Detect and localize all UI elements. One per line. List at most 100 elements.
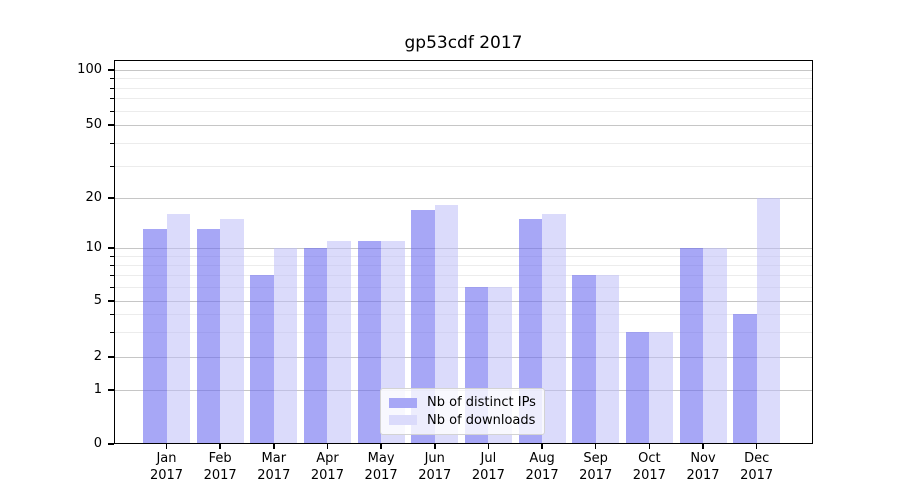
x-tick-month: Jul bbox=[480, 451, 497, 466]
legend-label: Nb of distinct IPs bbox=[427, 395, 536, 411]
major-gridline bbox=[114, 125, 813, 126]
x-tick bbox=[702, 444, 704, 449]
x-tick bbox=[755, 444, 758, 449]
x-tick-year: 2017 bbox=[632, 468, 666, 483]
minor-gridline bbox=[114, 265, 813, 267]
y-minor-tick bbox=[110, 142, 114, 144]
bar-downloads-mar bbox=[273, 248, 298, 444]
legend-item: Nb of downloads bbox=[389, 412, 536, 429]
x-tick-year: 2017 bbox=[740, 468, 774, 483]
bar-distinct-ips-jan bbox=[143, 229, 167, 444]
x-tick-month: May bbox=[367, 451, 395, 466]
legend-item: Nb of distinct IPs bbox=[389, 394, 536, 411]
x-tick bbox=[326, 444, 329, 449]
x-tick-year: 2017 bbox=[686, 468, 720, 483]
bar-downloads-jun bbox=[434, 205, 459, 444]
y-minor-tick bbox=[110, 110, 114, 112]
x-tick bbox=[165, 444, 168, 449]
bar-distinct-ips-dec bbox=[733, 314, 757, 444]
x-tick-year: 2017 bbox=[525, 468, 559, 483]
bar-downloads-apr bbox=[327, 241, 351, 444]
x-tick-label: Sep 2017 bbox=[564, 450, 628, 484]
x-tick bbox=[487, 444, 490, 449]
x-tick-month: Nov bbox=[690, 451, 716, 466]
x-tick-year: 2017 bbox=[149, 468, 184, 483]
y-minor-tick bbox=[110, 98, 114, 100]
y-minor-tick bbox=[110, 275, 114, 277]
minor-gridline bbox=[114, 256, 813, 258]
bar-distinct-ips-feb bbox=[196, 229, 221, 444]
minor-gridline bbox=[114, 87, 813, 89]
y-minor-tick bbox=[110, 78, 114, 80]
bar-downloads-aug bbox=[542, 213, 566, 444]
x-tick-month: Mar bbox=[261, 451, 287, 466]
bar-distinct-ips-may bbox=[357, 241, 382, 444]
x-tick-month: Apr bbox=[316, 451, 339, 466]
bar-distinct-ips-aug bbox=[518, 218, 543, 444]
y-tick bbox=[108, 443, 114, 445]
major-gridline bbox=[114, 248, 813, 250]
bar-downloads-oct bbox=[649, 331, 673, 444]
chart-title: gp53cdf 2017 bbox=[404, 33, 523, 53]
x-tick-year: 2017 bbox=[364, 468, 398, 483]
x-tick bbox=[434, 444, 436, 449]
x-tick-label: Dec 2017 bbox=[725, 450, 789, 484]
x-tick bbox=[594, 444, 597, 449]
y-tick-label: 2 bbox=[93, 348, 102, 364]
x-tick bbox=[648, 444, 651, 449]
y-tick-label: 10 bbox=[85, 240, 102, 256]
minor-gridline bbox=[114, 142, 813, 144]
x-tick-label: Apr 2017 bbox=[295, 450, 359, 484]
x-tick bbox=[541, 444, 543, 449]
minor-gridline bbox=[114, 165, 813, 167]
x-tick-label: Feb 2017 bbox=[188, 450, 252, 484]
y-tick-label: 50 bbox=[85, 117, 102, 132]
x-tick-month: Feb bbox=[208, 451, 232, 466]
x-tick bbox=[219, 444, 221, 449]
bar-distinct-ips-mar bbox=[250, 275, 274, 444]
bar-downloads-jan bbox=[166, 213, 190, 444]
plot-area bbox=[114, 60, 813, 444]
x-tick-label: Oct 2017 bbox=[617, 450, 681, 484]
x-tick-year: 2017 bbox=[471, 468, 505, 483]
bar-distinct-ips-apr bbox=[303, 248, 328, 444]
bar-distinct-ips-jun bbox=[411, 209, 435, 444]
bar-downloads-feb bbox=[220, 218, 244, 444]
x-tick-label: Jan 2017 bbox=[135, 450, 199, 484]
x-tick-year: 2017 bbox=[203, 468, 237, 483]
y-tick bbox=[108, 389, 114, 391]
minor-gridline bbox=[114, 331, 813, 333]
y-tick bbox=[108, 196, 114, 199]
bar-distinct-ips-nov bbox=[679, 248, 703, 444]
y-tick-label: 5 bbox=[93, 292, 102, 308]
y-minor-tick bbox=[110, 165, 114, 167]
major-gridline bbox=[114, 197, 813, 199]
y-minor-tick bbox=[110, 265, 114, 267]
x-tick-month: Aug bbox=[529, 451, 555, 466]
x-tick-year: 2017 bbox=[418, 468, 452, 483]
bar-downloads-sep bbox=[595, 275, 620, 444]
y-tick bbox=[108, 355, 114, 358]
y-minor-tick bbox=[110, 314, 114, 316]
x-tick-year: 2017 bbox=[579, 468, 613, 483]
legend-label: Nb of downloads bbox=[427, 412, 536, 428]
x-tick-label: Nov 2017 bbox=[671, 450, 735, 484]
legend-swatch bbox=[389, 397, 417, 408]
y-tick-label: 0 bbox=[93, 436, 102, 451]
x-tick-month: Sep bbox=[583, 451, 608, 466]
x-tick-label: Jul 2017 bbox=[456, 450, 520, 484]
minor-gridline bbox=[114, 275, 813, 277]
x-tick-label: Mar 2017 bbox=[242, 450, 306, 484]
y-tick bbox=[108, 124, 114, 126]
x-tick-year: 2017 bbox=[310, 468, 344, 483]
y-tick-label: 1 bbox=[93, 382, 102, 397]
x-tick-month: Jun bbox=[424, 451, 445, 466]
minor-gridline bbox=[114, 78, 813, 80]
x-tick-month: Jan bbox=[156, 451, 177, 466]
minor-gridline bbox=[114, 98, 813, 100]
x-tick-year: 2017 bbox=[257, 468, 291, 483]
legend-swatch bbox=[389, 415, 417, 426]
y-minor-tick bbox=[110, 256, 114, 258]
x-tick-label: Aug 2017 bbox=[510, 450, 574, 484]
